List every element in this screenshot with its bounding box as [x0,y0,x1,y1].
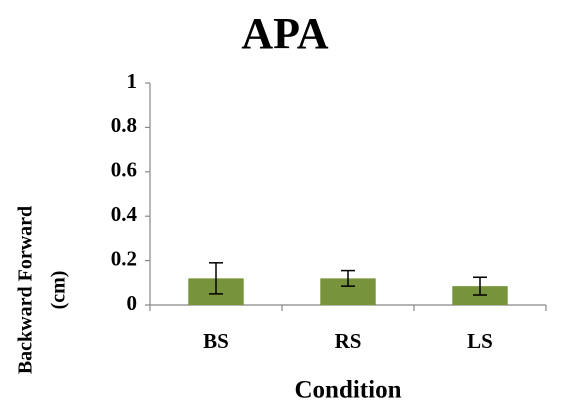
y-tick-label: 0 [127,291,138,315]
error-bar [209,262,223,295]
x-axis-label: Condition [295,377,402,404]
y-tick-label: 0.2 [111,246,137,270]
x-tick-label: RS [335,329,362,353]
y-axis-label: Backward Forward [15,206,37,374]
y-tick-label: 1 [127,69,138,93]
error-bar [341,269,355,287]
chart-title: APA [241,9,328,58]
y-axis-label: (cm) [48,271,70,310]
x-tick-label: LS [467,329,493,353]
y-tick-label: 0.4 [111,202,138,226]
error-bar [473,276,487,296]
y-tick-label: 0.6 [111,158,137,182]
y-tick-label: 0.8 [111,113,137,137]
x-tick-label: BS [203,329,229,353]
